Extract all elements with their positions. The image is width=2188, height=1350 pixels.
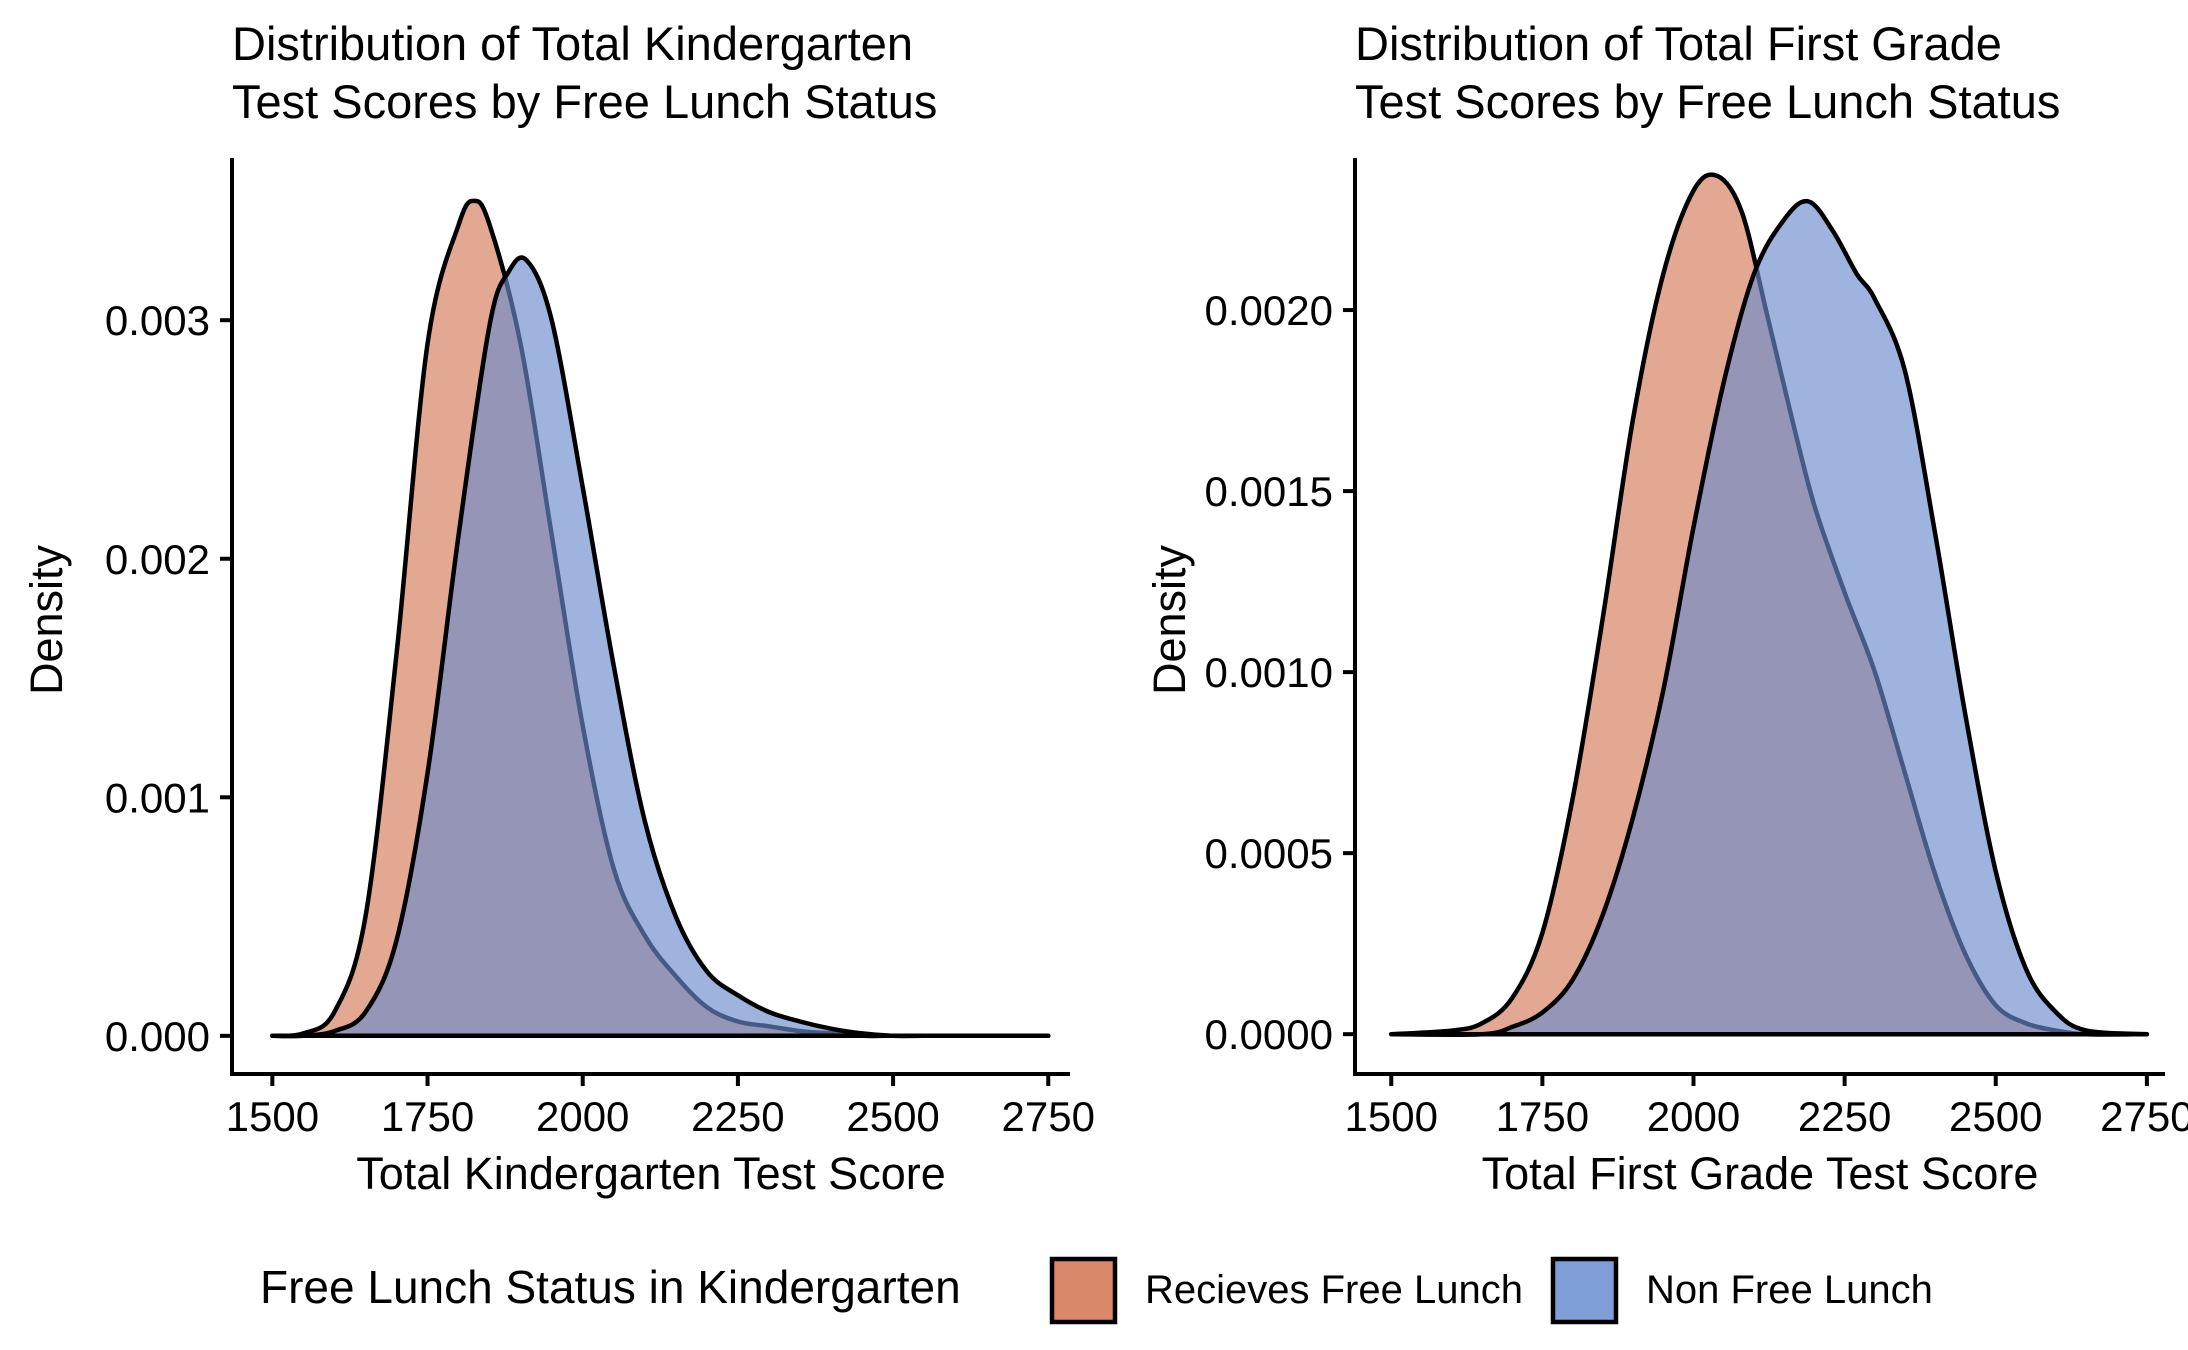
y-tick-label: 0.003 [105,297,210,344]
x-tick-label: 2250 [1798,1093,1891,1140]
x-axis-title: Total Kindergarten Test Score [356,1148,946,1199]
legend-swatch-free-lunch [1049,1256,1118,1325]
x-tick-label: 2750 [2100,1093,2188,1140]
y-tick-label: 0.0020 [1205,287,1333,334]
x-tick-label: 2500 [846,1093,939,1140]
x-tick-label: 1750 [381,1093,474,1140]
y-tick-label: 0.002 [105,536,210,583]
x-tick-label: 2250 [691,1093,784,1140]
x-tick-label: 1500 [1345,1093,1438,1140]
legend: Free Lunch Status in Kindergarten Reciev… [260,1256,1933,1325]
density-area-non-free-lunch [1389,198,2150,1037]
chart-title-line-1: Distribution of Total First Grade [1355,17,2002,70]
chart-title-line-2: Test Scores by Free Lunch Status [1355,75,2060,128]
legend-title: Free Lunch Status in Kindergarten [260,1261,961,1313]
x-tick-label: 2500 [1949,1093,2042,1140]
legend-label-non-free-lunch: Non Free Lunch [1646,1268,1933,1312]
y-tick-label: 0.0005 [1205,830,1333,877]
x-tick-label: 2750 [1002,1093,1095,1140]
y-tick-label: 0.000 [105,1013,210,1060]
x-tick-label: 2000 [1647,1093,1740,1140]
y-tick-label: 0.001 [105,774,210,821]
y-axis-title: Density [21,544,72,695]
y-tick-label: 0.0015 [1205,468,1333,515]
x-tick-label: 1500 [226,1093,319,1140]
y-axis-title: Density [1144,544,1195,695]
chart-title-line-1: Distribution of Total Kindergarten [232,17,913,70]
chart-title-line-2: Test Scores by Free Lunch Status [232,75,937,128]
legend-label-free-lunch: Recieves Free Lunch [1145,1268,1523,1312]
x-axis-title: Total First Grade Test Score [1482,1148,2039,1199]
x-tick-label: 2000 [536,1093,629,1140]
y-tick-label: 0.0010 [1205,649,1333,696]
y-tick-label: 0.0000 [1205,1011,1333,1058]
density-area-non-free-lunch [270,255,1051,1039]
legend-swatch-non-free-lunch [1550,1256,1619,1325]
x-tick-label: 1750 [1496,1093,1589,1140]
